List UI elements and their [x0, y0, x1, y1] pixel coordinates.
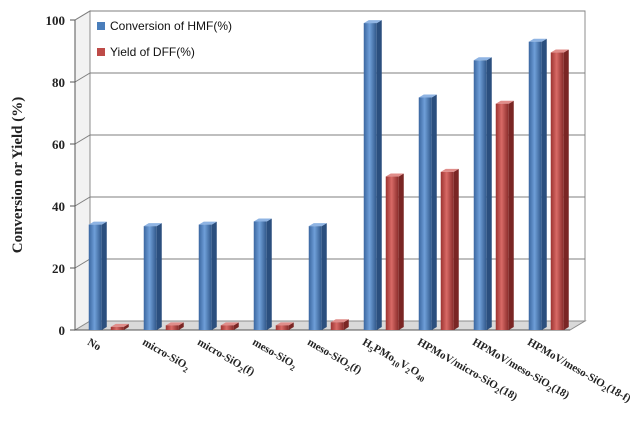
- x-axis-labels: No micro-SiO2 micro-SiO2(f)meso-SiO2 meso-S…: [85, 336, 633, 407]
- x-tick-label: micro-SiO2(f): [194, 336, 256, 380]
- y-tick-label: 60: [52, 137, 65, 152]
- y-tick-label: 100: [46, 13, 66, 28]
- y-tick-label: 0: [59, 323, 66, 338]
- bar-conversion-7: [473, 57, 492, 331]
- bars: [88, 20, 569, 331]
- bar-yield-7: [495, 100, 514, 330]
- side-wall: [74, 10, 91, 331]
- bar-conversion-6: [418, 94, 437, 330]
- bar-conversion-4: [308, 223, 327, 330]
- bar-yield-5: [385, 173, 404, 330]
- x-tick-label: HPMoV/micro-SiO2(18): [414, 336, 519, 405]
- bar-conversion-5: [363, 20, 382, 330]
- y-tick-label: 40: [52, 199, 65, 214]
- x-tick-label: No: [85, 336, 103, 353]
- bar-yield-0: [110, 323, 129, 330]
- axes: [74, 20, 570, 331]
- y-tick-label: 80: [52, 75, 65, 90]
- bar-yield-8: [550, 49, 569, 331]
- bar-conversion-1: [143, 223, 162, 330]
- bar-yield-3: [275, 322, 294, 330]
- legend-swatch-conversion: [97, 22, 105, 30]
- legend-label-yield: Yield of DFF(%): [110, 45, 195, 59]
- bar-yield-1: [165, 322, 184, 330]
- gridline: [74, 72, 585, 83]
- x-tick-label: meso-SiO2(f): [304, 336, 363, 378]
- bar-conversion-0: [88, 221, 107, 330]
- x-tick-label: HPMoV/meso-SiO2(18-f): [524, 336, 633, 407]
- legend-label-conversion: Conversion of HMF(%): [110, 19, 232, 33]
- bar-yield-4: [330, 319, 349, 330]
- y-tick-label: 20: [52, 261, 65, 276]
- bar-conversion-3: [253, 218, 272, 330]
- bar-yield-6: [440, 168, 459, 330]
- legend-swatch-yield: [97, 48, 105, 56]
- x-tick-label: micro-SiO2: [139, 336, 192, 374]
- x-tick-label: HPMoV/meso-SiO2(18): [469, 336, 571, 403]
- y-axis-ticks: 0 20 40 60 80 100: [46, 13, 75, 338]
- gridline: [74, 10, 585, 21]
- bar-conversion-2: [198, 221, 217, 330]
- y-axis-label: Conversion or Yield (%): [10, 97, 26, 254]
- bar-yield-2: [220, 322, 239, 330]
- bar-conversion-8: [528, 38, 547, 330]
- legend: Conversion of HMF(%) Yield of DFF(%): [97, 19, 232, 59]
